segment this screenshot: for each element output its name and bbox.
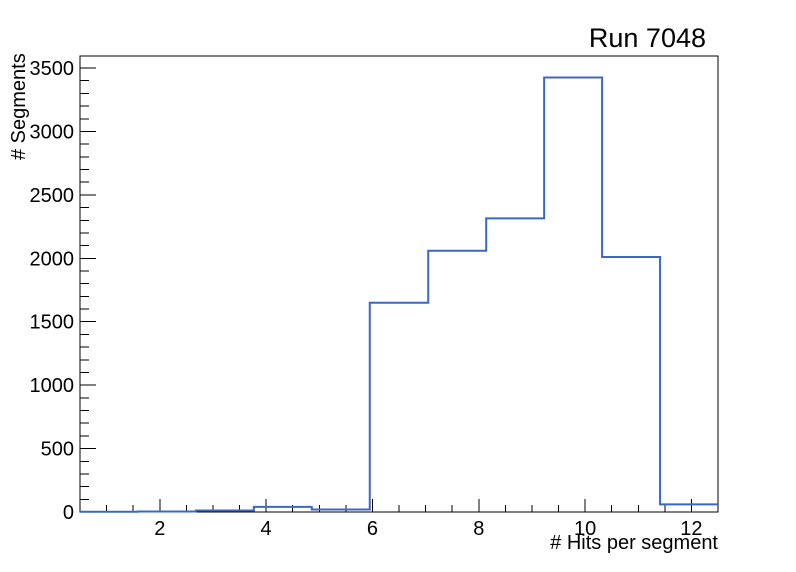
- x-tick-label: 4: [261, 518, 272, 540]
- histogram-line: [80, 76, 718, 513]
- y-axis-title: # Segments: [8, 53, 30, 160]
- y-tick-label: 3000: [30, 121, 75, 143]
- y-tick-label: 1000: [30, 375, 75, 397]
- y-tick-label: 2500: [30, 185, 75, 207]
- x-tick-label: 6: [367, 518, 378, 540]
- y-tick-label: 1500: [30, 312, 75, 334]
- chart-title: Run 7048: [588, 23, 706, 53]
- y-tick-label: 3500: [30, 58, 75, 80]
- x-tick-label: 12: [680, 518, 702, 540]
- x-tick-label: 10: [574, 518, 596, 540]
- y-tick-label: 500: [41, 439, 74, 461]
- y-tick-label: 2000: [30, 248, 75, 270]
- y-tick-label: 0: [63, 502, 74, 524]
- plot-frame: [79, 55, 719, 513]
- x-tick-label: 8: [473, 518, 484, 540]
- x-tick-label: 2: [154, 518, 165, 540]
- x-axis-title: # Hits per segment: [550, 532, 718, 554]
